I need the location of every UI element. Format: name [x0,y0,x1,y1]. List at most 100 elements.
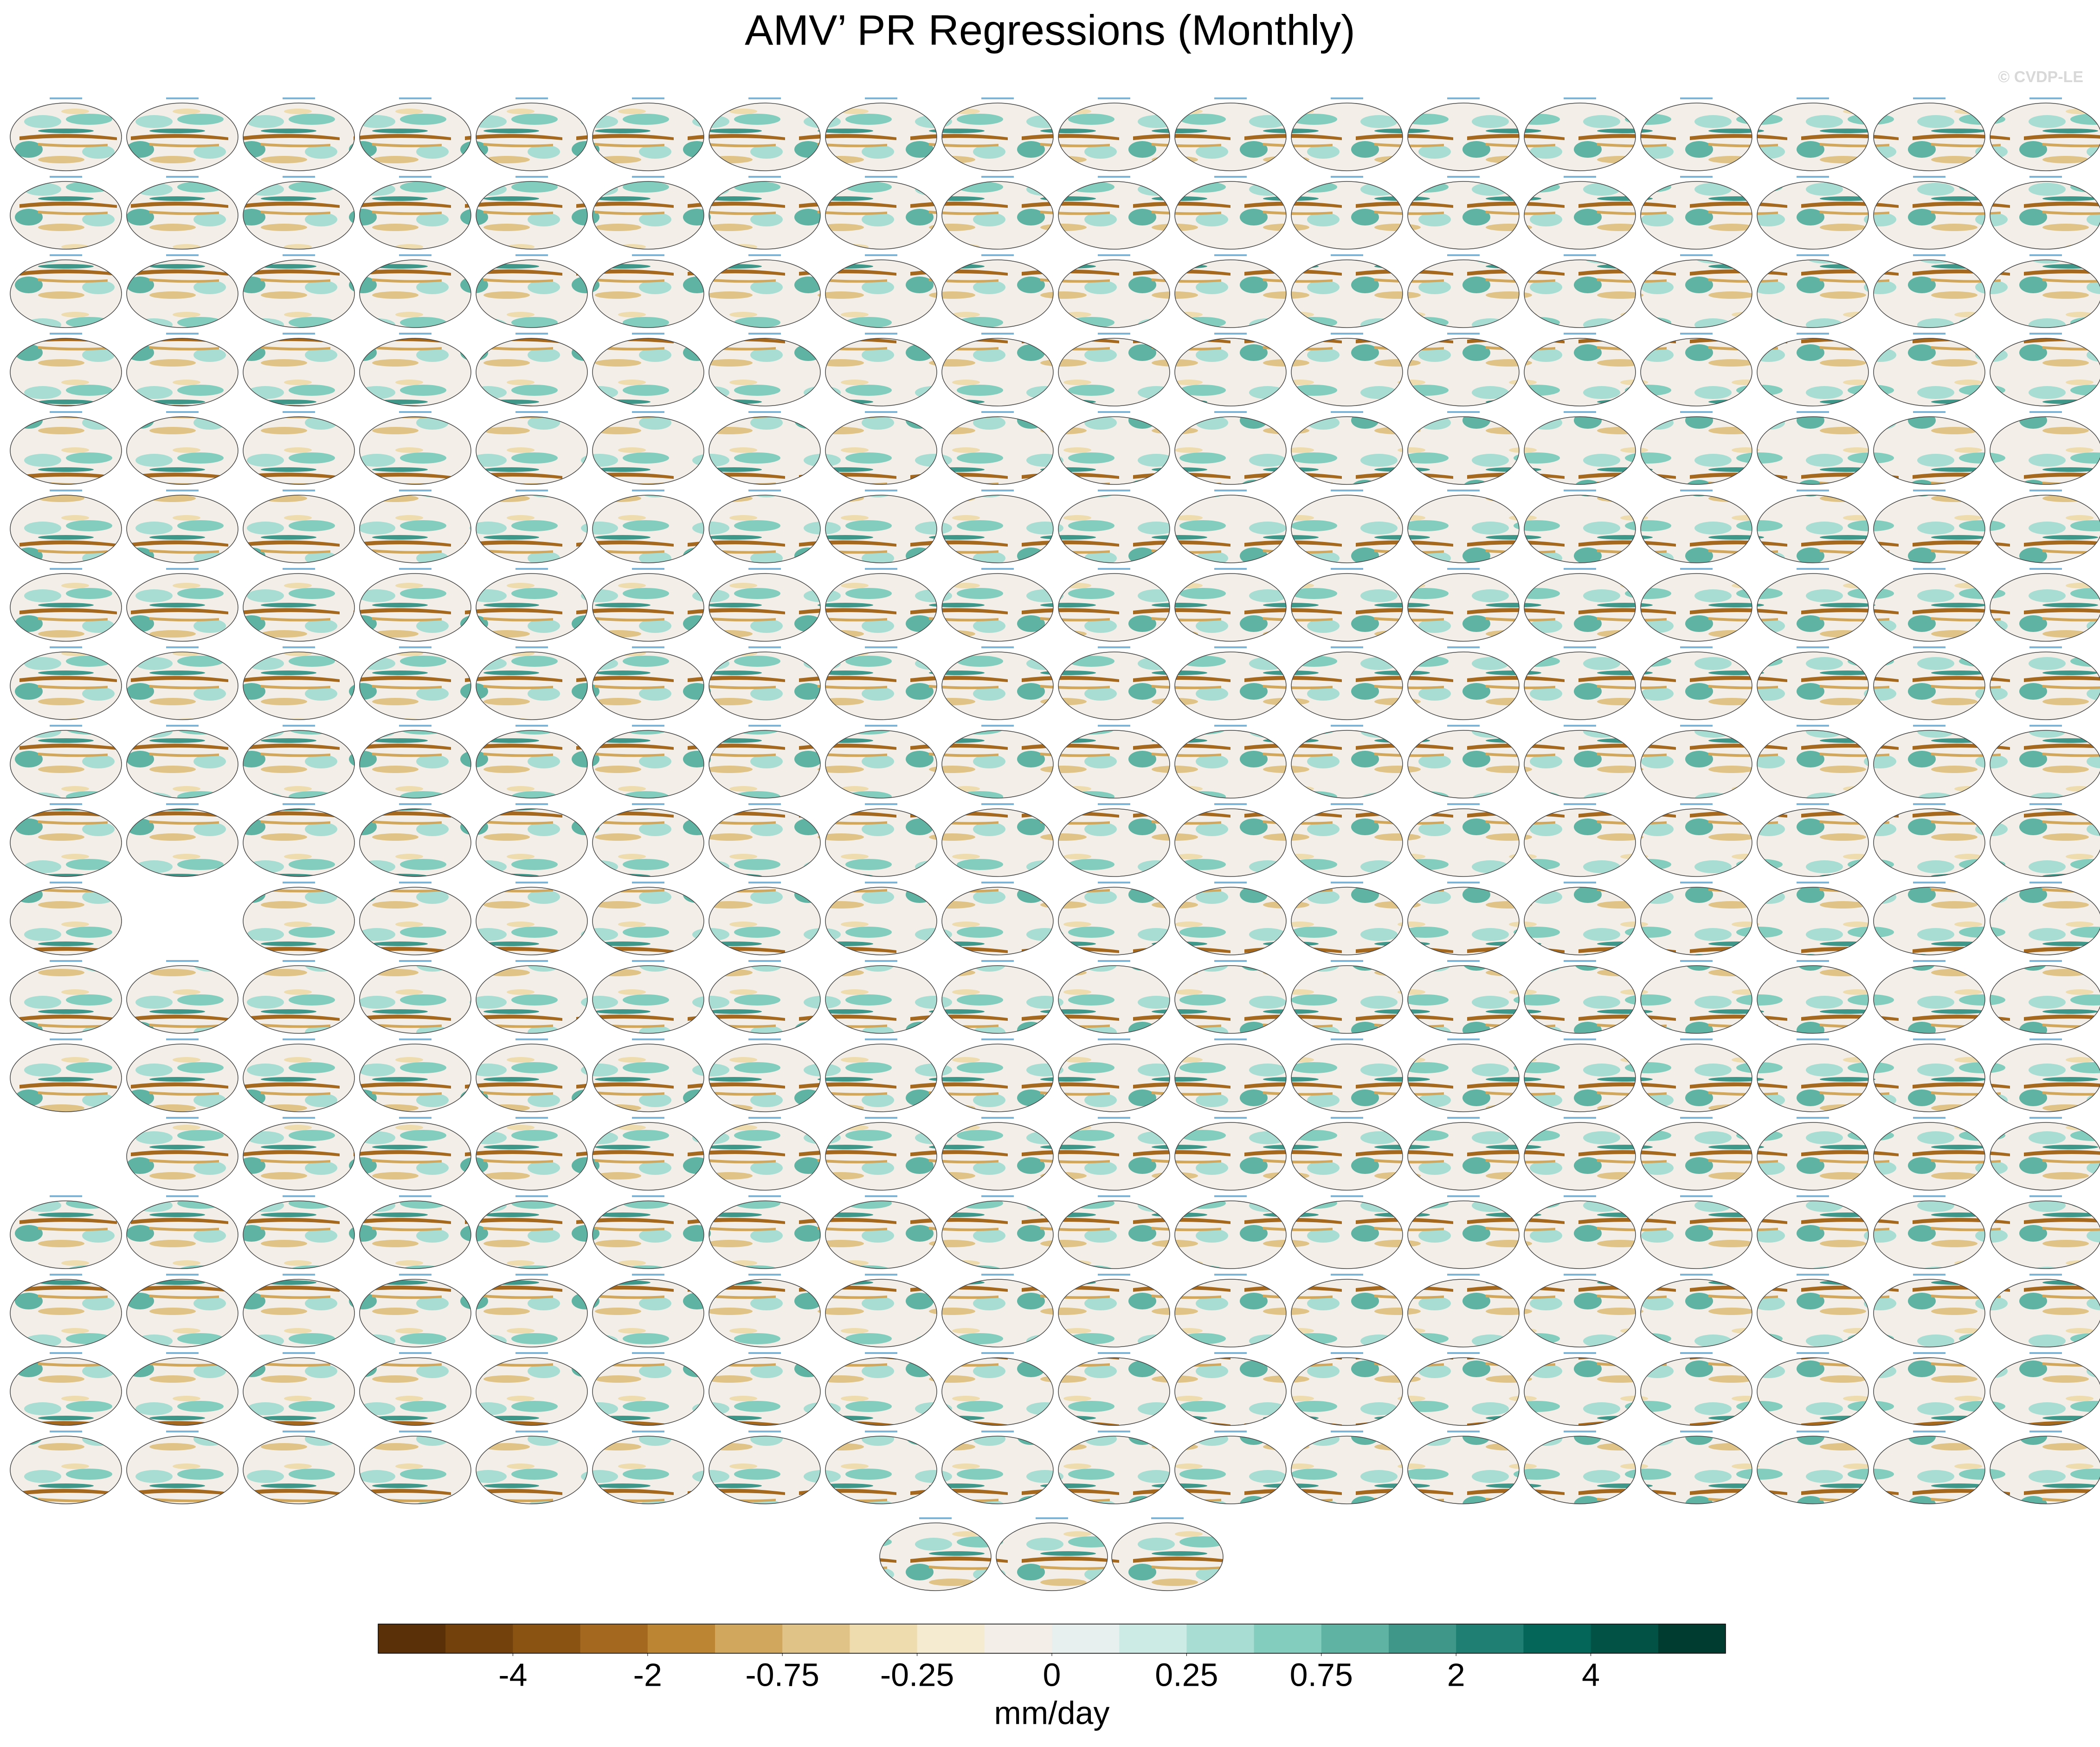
map-globe [126,808,238,877]
map-globe [1291,808,1403,877]
map-globe [1757,1436,1869,1504]
map-globe [359,1200,471,1269]
map-panel [941,646,1054,720]
map-globe [709,730,821,799]
map-globe [359,495,471,563]
map-globe [709,1122,821,1191]
map-globe [126,730,238,799]
map-globe [592,1357,704,1426]
map-panel [825,411,937,485]
map-panel [1524,1117,1636,1191]
map-globe [1873,495,1985,563]
map-panel [1407,1431,1520,1504]
map-globe [1058,495,1170,563]
map-panel [243,1195,355,1269]
map-panel [825,1431,937,1504]
map-panel [1757,333,1869,406]
map-globe [243,1044,355,1112]
map-panel [476,1431,588,1504]
map-globe [1757,651,1869,720]
map-globe [941,1200,1054,1269]
colorbar-box [1389,1624,1456,1653]
map-globe [126,495,238,563]
map-globe [243,1436,355,1504]
map-panel [10,882,122,955]
map-panel [1291,960,1403,1034]
map-globe [1757,808,1869,877]
map-panel [1407,882,1520,955]
map-globe [476,103,588,171]
map-panel [1407,254,1520,328]
map-globe [1640,416,1752,485]
map-panel [1757,646,1869,720]
map-globe [1407,887,1520,955]
map-globe [1058,808,1170,877]
map-globe [1174,808,1287,877]
map-panel [243,97,355,171]
map-globe [10,1279,122,1347]
map-globe [1174,1200,1287,1269]
map-panel [1524,646,1636,720]
map-panel [359,882,471,955]
map-globe [1524,1200,1636,1269]
map-globe [825,573,937,642]
map-panel [1174,254,1287,328]
map-panel [1640,1431,1752,1504]
map-globe [476,495,588,563]
map-globe [1291,259,1403,328]
map-panel [941,803,1054,877]
map-globe [1524,651,1636,720]
map-globe [1873,730,1985,799]
map-panel [1524,1195,1636,1269]
map-panel [1407,1038,1520,1112]
map-panel [709,254,821,328]
map-panel [1058,333,1170,406]
map-globe [1524,259,1636,328]
map-panel [1873,254,1985,328]
map-globe [1757,573,1869,642]
map-globe [1407,1357,1520,1426]
map-globe [10,338,122,406]
map-globe [1058,259,1170,328]
map-panel [1640,411,1752,485]
map-panel [1291,1352,1403,1426]
map-globe [1174,259,1287,328]
map-globe [941,495,1054,563]
map-globe [1873,181,1985,250]
map-panel [243,1117,355,1191]
map-globe [1407,573,1520,642]
map-panel [1058,803,1170,877]
map-panel [1990,333,2100,406]
map-panel [941,1195,1054,1269]
map-globe [1640,495,1752,563]
map-globe [941,259,1054,328]
map-panel [243,333,355,406]
map-panel [1990,1431,2100,1504]
map-panel [1990,1195,2100,1269]
map-panel [825,97,937,171]
map-globe [825,730,937,799]
map-globe [476,887,588,955]
map-panel [1990,568,2100,642]
map-panel [126,646,238,720]
map-panel [1757,411,1869,485]
map-panel [1524,725,1636,799]
map-globe [10,1044,122,1112]
colorbar-box [378,1624,446,1653]
map-globe [476,808,588,877]
map-globe [941,1436,1054,1504]
map-globe [359,1357,471,1426]
map-panel [1990,411,2100,485]
map-globe [126,1200,238,1269]
map-globe [1174,887,1287,955]
map-panel [1873,803,1985,877]
map-panel [592,1274,704,1347]
map-panel [1990,490,2100,563]
map-panel [1174,803,1287,877]
map-globe [1990,573,2100,642]
map-globe [243,1357,355,1426]
map-panel [1990,176,2100,250]
map-globe [1407,338,1520,406]
map-globe [592,1436,704,1504]
map-globe [1873,573,1985,642]
